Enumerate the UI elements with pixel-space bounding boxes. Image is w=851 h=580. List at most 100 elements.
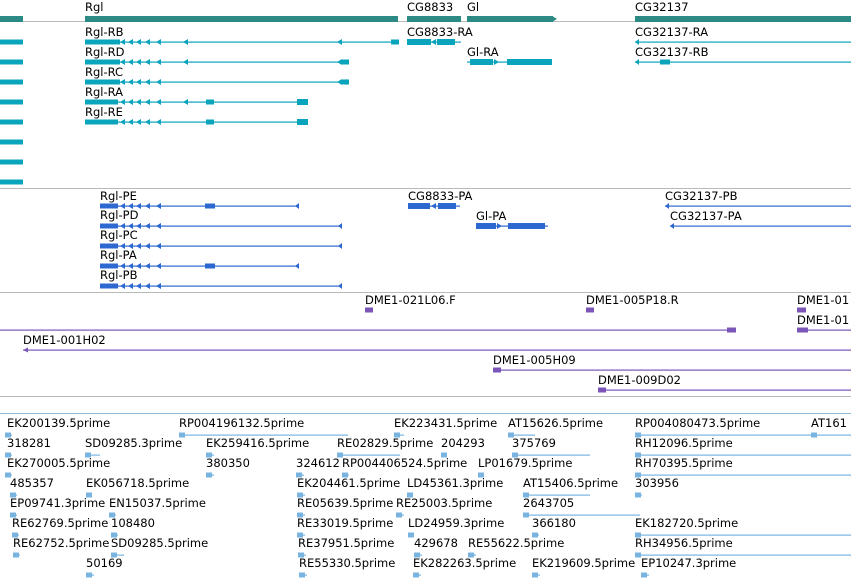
est-label[interactable]: RH34956.5prime	[635, 536, 733, 550]
est-label[interactable]: 324612	[296, 456, 340, 470]
transcript-label[interactable]: Rgl-RA	[85, 85, 124, 99]
transcript-intron[interactable]	[635, 41, 851, 43]
est-label[interactable]: 318281	[7, 436, 51, 450]
transcript-stub[interactable]	[0, 159, 23, 165]
est-label[interactable]: 303956	[635, 476, 679, 490]
est-label[interactable]: 204293	[441, 436, 485, 450]
est-end[interactable]	[512, 452, 518, 458]
transcript-exon[interactable]	[206, 99, 214, 105]
est-label[interactable]: RE02829.5prime	[337, 436, 434, 450]
est-label[interactable]: RE05639.5prime	[297, 496, 394, 510]
est-label[interactable]: RE37951.5prime	[298, 536, 395, 550]
clone-label[interactable]: DME1-001H02	[23, 333, 106, 347]
est-label[interactable]: 375769	[512, 436, 556, 450]
protein-label[interactable]: Rgl-PA	[100, 248, 137, 262]
est-label[interactable]: RE33019.5prime	[297, 516, 394, 530]
est-span[interactable]	[635, 534, 851, 536]
transcript-exon[interactable]	[206, 119, 214, 125]
protein-label[interactable]: Rgl-PC	[100, 228, 138, 242]
est-end[interactable]	[86, 492, 92, 498]
est-label[interactable]: RP004080473.5prime	[635, 416, 761, 430]
transcript-exon[interactable]	[136, 99, 141, 105]
transcript-exon[interactable]	[85, 59, 120, 65]
est-label[interactable]: EK219609.5prime	[532, 556, 636, 570]
est-label[interactable]: RE55330.5prime	[299, 556, 396, 570]
est-end[interactable]	[532, 572, 538, 578]
transcript-exon[interactable]	[136, 59, 141, 65]
clone-span[interactable]	[797, 329, 851, 331]
protein-exon[interactable]	[128, 203, 133, 209]
protein-label[interactable]: CG8833-PA	[408, 189, 473, 203]
protein-exon[interactable]	[145, 243, 150, 249]
transcript-exon[interactable]	[145, 79, 150, 85]
gene-label-gl[interactable]: Gl	[467, 0, 480, 14]
est-end[interactable]	[342, 472, 348, 478]
transcript-exon[interactable]	[337, 79, 342, 85]
protein-intron[interactable]	[100, 265, 299, 267]
transcript-exon[interactable]	[120, 79, 125, 85]
est-span[interactable]	[523, 514, 640, 516]
protein-exon[interactable]	[156, 283, 161, 289]
transcript-exon[interactable]	[494, 59, 499, 65]
transcript-stub[interactable]	[0, 119, 23, 125]
est-label[interactable]: 380350	[206, 456, 250, 470]
protein-exon[interactable]	[338, 283, 342, 289]
est-end[interactable]	[635, 552, 641, 558]
transcript-exon[interactable]	[635, 59, 639, 65]
transcript-exon[interactable]	[120, 119, 125, 125]
protein-exon[interactable]	[476, 223, 496, 229]
est-end[interactable]	[508, 432, 514, 438]
est-label[interactable]: EK282263.5prime	[413, 556, 517, 570]
clone-label[interactable]: DME1-01	[797, 293, 850, 307]
est-end[interactable]	[635, 452, 641, 458]
est-end[interactable]	[408, 532, 414, 538]
transcript-stub[interactable]	[0, 39, 23, 45]
protein-label[interactable]: CG32137-PB	[665, 189, 738, 203]
est-end[interactable]	[13, 552, 19, 558]
transcript-label[interactable]: CG8833-RA	[407, 25, 473, 39]
transcript-exon[interactable]	[470, 59, 493, 65]
gene-label-cg8833[interactable]: CG8833	[407, 0, 454, 14]
est-label[interactable]: RH70395.5prime	[635, 456, 733, 470]
gene-glyph-cg8833[interactable]	[407, 16, 461, 22]
transcript-exon[interactable]	[145, 39, 150, 45]
est-label[interactable]: EK200139.5prime	[7, 416, 111, 430]
est-label[interactable]: 429678	[414, 536, 458, 550]
protein-label[interactable]: Rgl-PE	[100, 189, 137, 203]
est-end[interactable]	[85, 452, 91, 458]
est-label[interactable]: EK270005.5prime	[7, 456, 111, 470]
transcript-exon[interactable]	[128, 99, 133, 105]
transcript-label[interactable]: CG32137-RA	[635, 25, 709, 39]
clone-span[interactable]	[493, 369, 851, 371]
clone-end[interactable]	[23, 347, 28, 353]
est-end[interactable]	[111, 552, 117, 558]
est-label[interactable]: 50169	[86, 556, 123, 570]
est-end[interactable]	[811, 432, 817, 438]
est-end[interactable]	[468, 552, 474, 558]
protein-exon[interactable]	[431, 203, 436, 209]
est-label[interactable]: RE25003.5prime	[396, 496, 493, 510]
clone-label[interactable]: DME1-005P18.R	[586, 293, 679, 307]
est-label[interactable]: AT15626.5prime	[508, 416, 604, 430]
protein-exon[interactable]	[136, 203, 141, 209]
transcript-intron[interactable]	[85, 81, 349, 83]
transcript-exon[interactable]	[407, 39, 431, 45]
transcript-stub[interactable]	[0, 99, 23, 105]
protein-label[interactable]: Rgl-PB	[100, 268, 138, 282]
est-label[interactable]: 485357	[10, 476, 54, 490]
transcript-exon[interactable]	[128, 79, 133, 85]
protein-exon[interactable]	[136, 223, 141, 229]
est-span[interactable]	[337, 454, 400, 456]
est-label[interactable]: RP004196132.5prime	[179, 416, 305, 430]
transcript-exon[interactable]	[136, 119, 141, 125]
protein-exon[interactable]	[156, 223, 161, 229]
est-span[interactable]	[111, 554, 124, 556]
transcript-label[interactable]: Gl-RA	[467, 45, 499, 59]
est-end[interactable]	[10, 512, 16, 518]
gene-glyph-gl[interactable]	[467, 16, 553, 22]
est-end[interactable]	[396, 512, 402, 518]
protein-label[interactable]: CG32137-PA	[670, 209, 742, 223]
protein-exon[interactable]	[100, 263, 118, 269]
est-end[interactable]	[179, 432, 185, 438]
transcript-exon[interactable]	[297, 99, 308, 105]
